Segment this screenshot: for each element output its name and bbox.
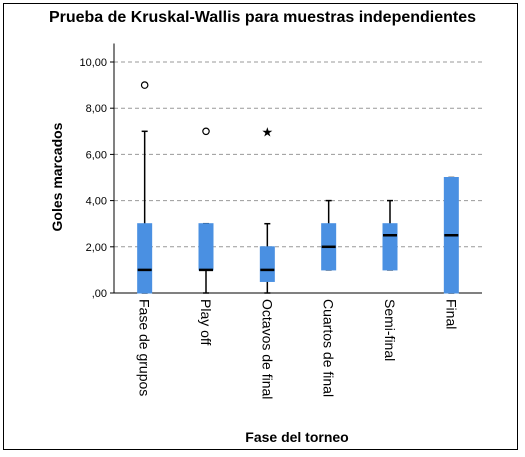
- x-category-label: Fase de grupos: [137, 299, 153, 396]
- y-tick-label: 6,00: [86, 149, 107, 161]
- box-group: [137, 130, 153, 294]
- y-axis-title: Goles marcados: [49, 122, 65, 231]
- box-group: [382, 199, 398, 271]
- axes: [113, 43, 482, 294]
- box-iqr: [259, 246, 275, 282]
- box-group: [443, 176, 459, 294]
- x-category-label: Final: [443, 299, 459, 329]
- y-tick-label: ,00: [92, 288, 107, 300]
- grid-lines: [114, 61, 482, 248]
- x-category-labels: Fase de grupos Play off Octavos de final Cu…: [137, 299, 460, 399]
- outlier-circle: [202, 127, 210, 136]
- y-ticks: ,00 2,00 4,00 6,00 8,00 10,00: [79, 57, 114, 300]
- chart-frame: [3, 3, 518, 450]
- y-tick-label: 2,00: [86, 242, 107, 254]
- x-category-label: Semi-final: [382, 299, 398, 361]
- outlier-circle: [140, 81, 149, 89]
- x-category-label: Cuartos de final: [321, 299, 337, 397]
- y-tick-label: 10,00: [79, 57, 107, 69]
- boxes: ★: [137, 81, 459, 294]
- x-category-label: Play off: [198, 299, 214, 346]
- x-axis-title: Fase del torneo: [245, 429, 348, 445]
- box-group: [259, 222, 275, 294]
- box-iqr: [198, 223, 214, 271]
- outlier-star: ★: [262, 124, 274, 139]
- box-group: [321, 199, 337, 271]
- box-iqr: [137, 223, 153, 294]
- y-tick-label: 8,00: [86, 103, 107, 115]
- y-tick-label: 4,00: [86, 196, 107, 208]
- box-group: [198, 222, 214, 294]
- chart-title: Prueba de Kruskal-Wallis para muestras i…: [48, 9, 477, 26]
- box-iqr: [382, 223, 398, 271]
- x-category-label: Octavos de final: [259, 299, 275, 399]
